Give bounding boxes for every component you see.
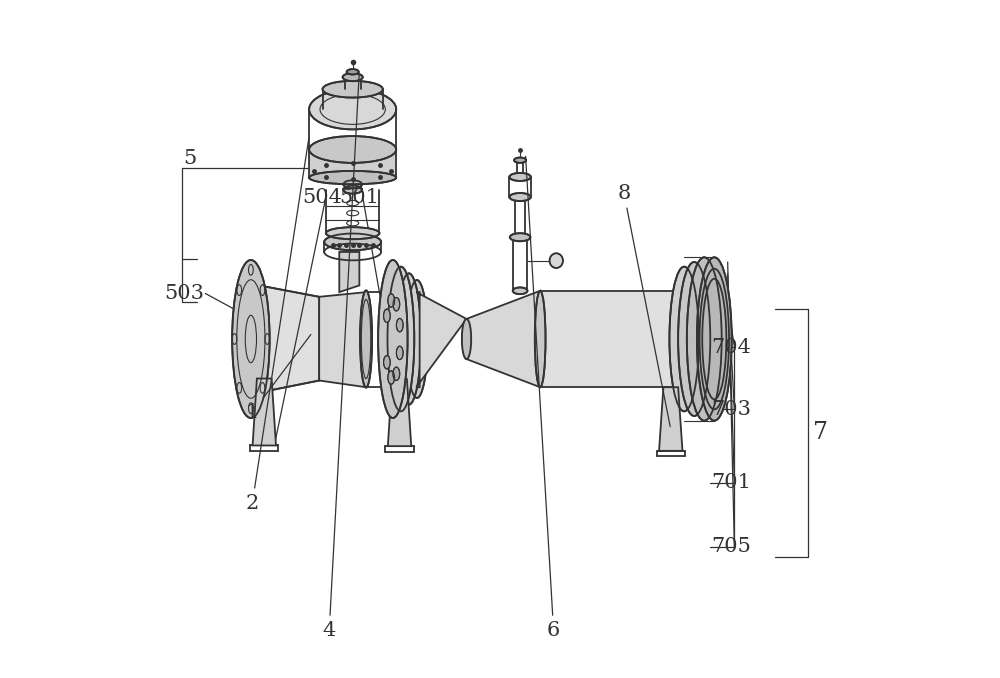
- Polygon shape: [309, 149, 396, 178]
- Ellipse shape: [324, 233, 381, 250]
- Polygon shape: [319, 292, 366, 387]
- Text: 8: 8: [617, 184, 670, 426]
- Ellipse shape: [514, 157, 526, 163]
- Ellipse shape: [388, 371, 395, 384]
- Ellipse shape: [393, 298, 400, 311]
- Ellipse shape: [462, 319, 471, 359]
- Ellipse shape: [513, 287, 527, 294]
- Ellipse shape: [396, 346, 403, 359]
- Ellipse shape: [378, 260, 408, 418]
- Ellipse shape: [509, 173, 531, 181]
- Ellipse shape: [687, 257, 722, 421]
- Polygon shape: [253, 378, 276, 445]
- Ellipse shape: [326, 227, 379, 239]
- Polygon shape: [258, 285, 319, 393]
- Ellipse shape: [347, 69, 359, 75]
- Ellipse shape: [393, 367, 400, 380]
- Text: 703: 703: [711, 400, 751, 419]
- Ellipse shape: [700, 268, 729, 410]
- Text: 504: 504: [302, 188, 342, 207]
- Text: 705: 705: [711, 537, 751, 556]
- Polygon shape: [659, 387, 682, 451]
- Ellipse shape: [323, 81, 383, 98]
- Polygon shape: [540, 291, 714, 387]
- Text: 501: 501: [339, 188, 379, 207]
- Ellipse shape: [406, 280, 428, 398]
- Text: 1: 1: [246, 334, 311, 422]
- Text: 5: 5: [183, 148, 196, 167]
- Polygon shape: [388, 379, 411, 446]
- Text: 704: 704: [711, 338, 751, 357]
- Ellipse shape: [510, 233, 530, 241]
- Polygon shape: [467, 291, 540, 387]
- Ellipse shape: [343, 180, 362, 188]
- Text: 4: 4: [323, 73, 359, 640]
- Ellipse shape: [535, 291, 546, 387]
- Ellipse shape: [343, 186, 362, 194]
- Ellipse shape: [309, 171, 396, 184]
- Polygon shape: [339, 252, 359, 292]
- Ellipse shape: [396, 319, 403, 332]
- Text: 2: 2: [246, 139, 309, 513]
- Polygon shape: [416, 292, 467, 387]
- Ellipse shape: [387, 266, 414, 412]
- Ellipse shape: [702, 279, 726, 399]
- Ellipse shape: [697, 257, 732, 421]
- Text: 701: 701: [711, 473, 751, 492]
- Ellipse shape: [669, 266, 699, 412]
- Ellipse shape: [397, 273, 421, 405]
- Ellipse shape: [388, 294, 395, 307]
- Ellipse shape: [509, 193, 531, 201]
- Ellipse shape: [678, 262, 710, 416]
- Ellipse shape: [232, 260, 270, 418]
- Text: 6: 6: [526, 156, 560, 640]
- Text: 503: 503: [164, 284, 204, 303]
- Ellipse shape: [360, 290, 372, 388]
- Ellipse shape: [384, 355, 390, 369]
- Ellipse shape: [309, 89, 396, 129]
- Text: 7: 7: [813, 421, 828, 444]
- Ellipse shape: [384, 309, 390, 323]
- Ellipse shape: [550, 254, 563, 268]
- Ellipse shape: [343, 73, 363, 81]
- Ellipse shape: [309, 136, 396, 163]
